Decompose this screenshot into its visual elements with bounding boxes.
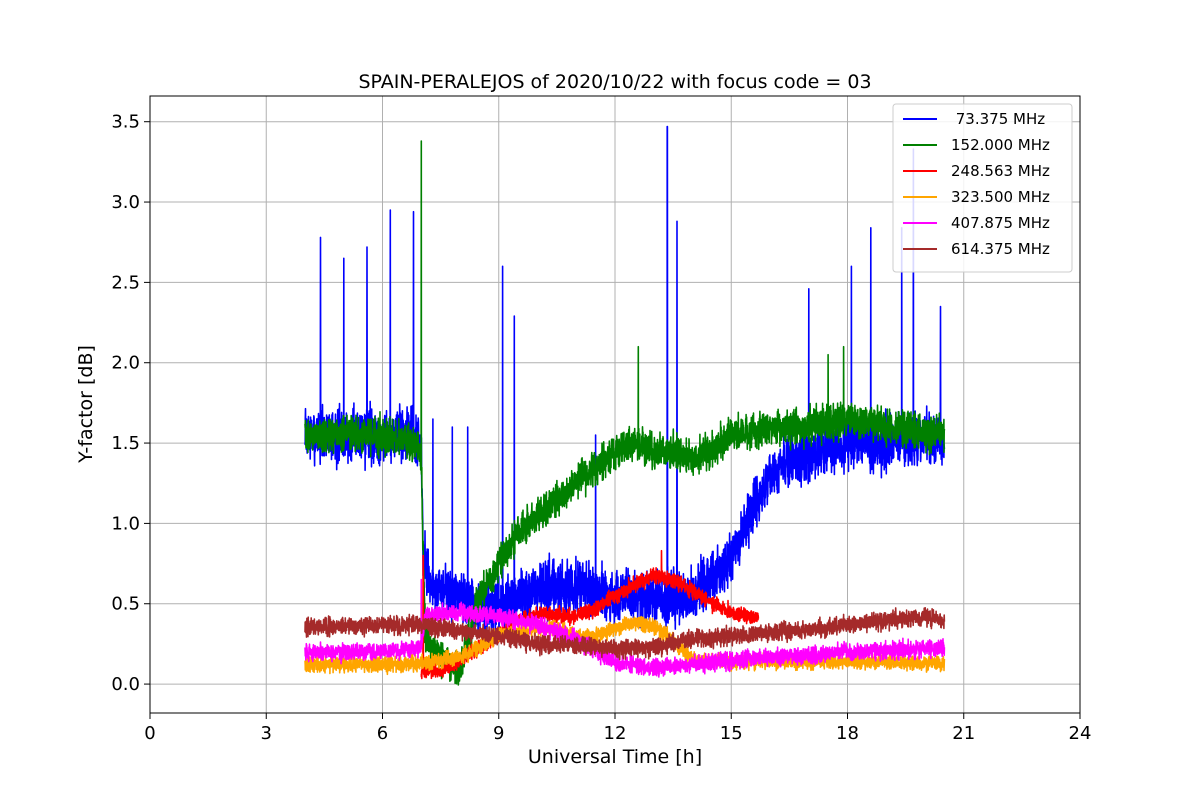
- legend-label: 614.375 MHz: [951, 240, 1050, 258]
- x-tick-label: 12: [604, 723, 627, 744]
- y-tick-label: 0.0: [111, 674, 140, 695]
- y-tick-label: 1.5: [111, 433, 140, 454]
- legend-label: 248.563 MHz: [951, 162, 1050, 180]
- legend: 73.375 MHz 152.000 MHz 248.563 MHz 323.500 …: [892, 103, 1073, 273]
- legend-label: 407.875 MHz: [951, 214, 1050, 232]
- x-tick-label: 3: [261, 723, 272, 744]
- y-tick-label: 2.5: [111, 272, 140, 293]
- legend-label: 73.375 MHz: [951, 110, 1045, 128]
- y-tick-label: 1.0: [111, 513, 140, 534]
- series-line: [304, 615, 946, 676]
- series-line: [304, 140, 946, 686]
- x-tick-label: 9: [493, 723, 504, 744]
- series-line: [304, 578, 946, 678]
- x-tick-label: 0: [144, 723, 155, 744]
- legend-box: [892, 103, 1073, 273]
- x-tick-label: 6: [377, 723, 388, 744]
- y-tick-label: 2.0: [111, 353, 140, 374]
- y-tick-label: 3.5: [111, 112, 140, 133]
- x-tick-label: 15: [720, 723, 743, 744]
- x-tick-label: 24: [1069, 723, 1092, 744]
- y-axis-title: Y-factor [dB]: [75, 345, 97, 464]
- y-tick-label: 3.0: [111, 192, 140, 213]
- legend-label: 323.500 MHz: [951, 188, 1050, 206]
- series-line: [304, 606, 946, 661]
- chart-title: SPAIN-PERALEJOS of 2020/10/22 with focus…: [358, 71, 871, 93]
- x-tick-label: 18: [836, 723, 859, 744]
- x-tick-label: 21: [952, 723, 975, 744]
- axis-ticks: 0 3 6 9 12 15 18 21 24 0.0 0.5 1.0 1.5 2.0 2.5 3.0 3.5: [111, 112, 1091, 744]
- legend-label: 152.000 MHz: [951, 136, 1050, 154]
- plot-area: [304, 125, 946, 686]
- x-axis-title: Universal Time [h]: [528, 746, 702, 768]
- y-tick-label: 0.5: [111, 594, 140, 615]
